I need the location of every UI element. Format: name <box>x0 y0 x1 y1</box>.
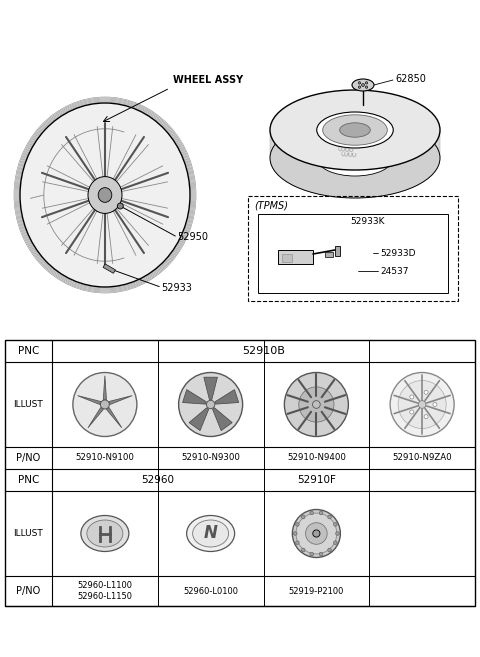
Text: ILLUST: ILLUST <box>13 400 43 409</box>
Circle shape <box>319 553 323 556</box>
Bar <box>258 214 448 293</box>
Polygon shape <box>215 390 239 404</box>
Ellipse shape <box>398 380 446 428</box>
Ellipse shape <box>317 112 393 148</box>
Circle shape <box>328 515 331 519</box>
Text: 52933K: 52933K <box>351 217 385 227</box>
Circle shape <box>433 403 437 407</box>
Circle shape <box>296 541 299 545</box>
Ellipse shape <box>299 387 334 422</box>
Text: 52910-N9300: 52910-N9300 <box>181 453 240 463</box>
Text: 52960-L1100
52960-L1150: 52960-L1100 52960-L1150 <box>77 581 132 600</box>
Text: 52960-L0100: 52960-L0100 <box>183 587 238 595</box>
Text: 52950: 52950 <box>177 232 208 242</box>
Circle shape <box>319 511 323 514</box>
Ellipse shape <box>292 509 340 558</box>
Text: 52910-N9ZA0: 52910-N9ZA0 <box>392 453 452 463</box>
Bar <box>325 252 333 257</box>
Circle shape <box>358 81 360 84</box>
Text: PNC: PNC <box>18 475 39 485</box>
Polygon shape <box>182 390 206 404</box>
Text: WHEEL ASSY: WHEEL ASSY <box>173 75 243 85</box>
Text: 52933: 52933 <box>161 283 192 292</box>
Ellipse shape <box>296 513 337 554</box>
Text: 24537: 24537 <box>380 267 408 275</box>
Circle shape <box>365 86 368 88</box>
Circle shape <box>424 390 428 394</box>
Polygon shape <box>77 396 101 405</box>
Text: 52910-N9400: 52910-N9400 <box>287 453 346 463</box>
Ellipse shape <box>284 373 348 436</box>
Circle shape <box>310 511 313 514</box>
Bar <box>335 246 340 256</box>
Circle shape <box>313 530 320 537</box>
Text: 52910F: 52910F <box>297 475 336 485</box>
Circle shape <box>424 415 428 419</box>
Text: ILLUST: ILLUST <box>13 529 43 538</box>
Polygon shape <box>103 376 107 399</box>
Text: (TPMS): (TPMS) <box>254 201 288 211</box>
Text: 52933D: 52933D <box>380 248 416 258</box>
Text: 62850: 62850 <box>395 74 426 84</box>
Polygon shape <box>107 407 122 428</box>
Polygon shape <box>204 377 217 399</box>
Bar <box>278 250 313 264</box>
Text: 52910B: 52910B <box>242 346 285 356</box>
Polygon shape <box>189 408 209 430</box>
Ellipse shape <box>306 523 327 544</box>
Text: 52919-P2100: 52919-P2100 <box>288 587 344 595</box>
Ellipse shape <box>317 140 393 176</box>
Circle shape <box>296 522 299 526</box>
Polygon shape <box>88 407 103 428</box>
Circle shape <box>334 522 337 526</box>
Ellipse shape <box>270 90 440 170</box>
Circle shape <box>117 203 123 209</box>
Ellipse shape <box>187 516 235 551</box>
Circle shape <box>293 532 297 535</box>
Polygon shape <box>109 396 132 405</box>
Ellipse shape <box>192 520 228 547</box>
Ellipse shape <box>81 516 129 551</box>
Polygon shape <box>213 408 232 430</box>
Ellipse shape <box>323 115 387 145</box>
Circle shape <box>301 515 305 519</box>
Ellipse shape <box>390 373 454 436</box>
Circle shape <box>301 548 305 552</box>
Circle shape <box>312 401 320 409</box>
Circle shape <box>418 401 426 409</box>
Circle shape <box>310 553 313 556</box>
Text: P/NO: P/NO <box>16 586 41 596</box>
Text: UUUU: UUUU <box>340 152 356 158</box>
Text: UUUU: UUUU <box>337 147 353 153</box>
Ellipse shape <box>73 373 137 436</box>
Text: PNC: PNC <box>18 346 39 356</box>
Bar <box>248 196 458 301</box>
Text: 52910-N9100: 52910-N9100 <box>75 453 134 463</box>
Ellipse shape <box>88 177 122 214</box>
Ellipse shape <box>20 103 190 287</box>
Ellipse shape <box>98 188 112 202</box>
Circle shape <box>328 548 331 552</box>
Bar <box>5 340 475 606</box>
Ellipse shape <box>340 123 370 137</box>
Circle shape <box>100 400 109 409</box>
Circle shape <box>358 86 360 88</box>
Ellipse shape <box>352 79 374 91</box>
Text: P/NO: P/NO <box>16 453 41 463</box>
Circle shape <box>334 541 337 545</box>
Circle shape <box>361 83 364 87</box>
Circle shape <box>206 400 215 409</box>
Circle shape <box>410 410 414 414</box>
Bar <box>103 264 116 273</box>
Circle shape <box>410 395 414 399</box>
Text: 52960: 52960 <box>141 475 174 485</box>
Text: N: N <box>204 524 217 543</box>
Ellipse shape <box>179 373 242 436</box>
Bar <box>282 254 292 262</box>
Ellipse shape <box>270 118 440 198</box>
Circle shape <box>336 532 339 535</box>
Circle shape <box>365 81 368 84</box>
Ellipse shape <box>87 520 123 547</box>
